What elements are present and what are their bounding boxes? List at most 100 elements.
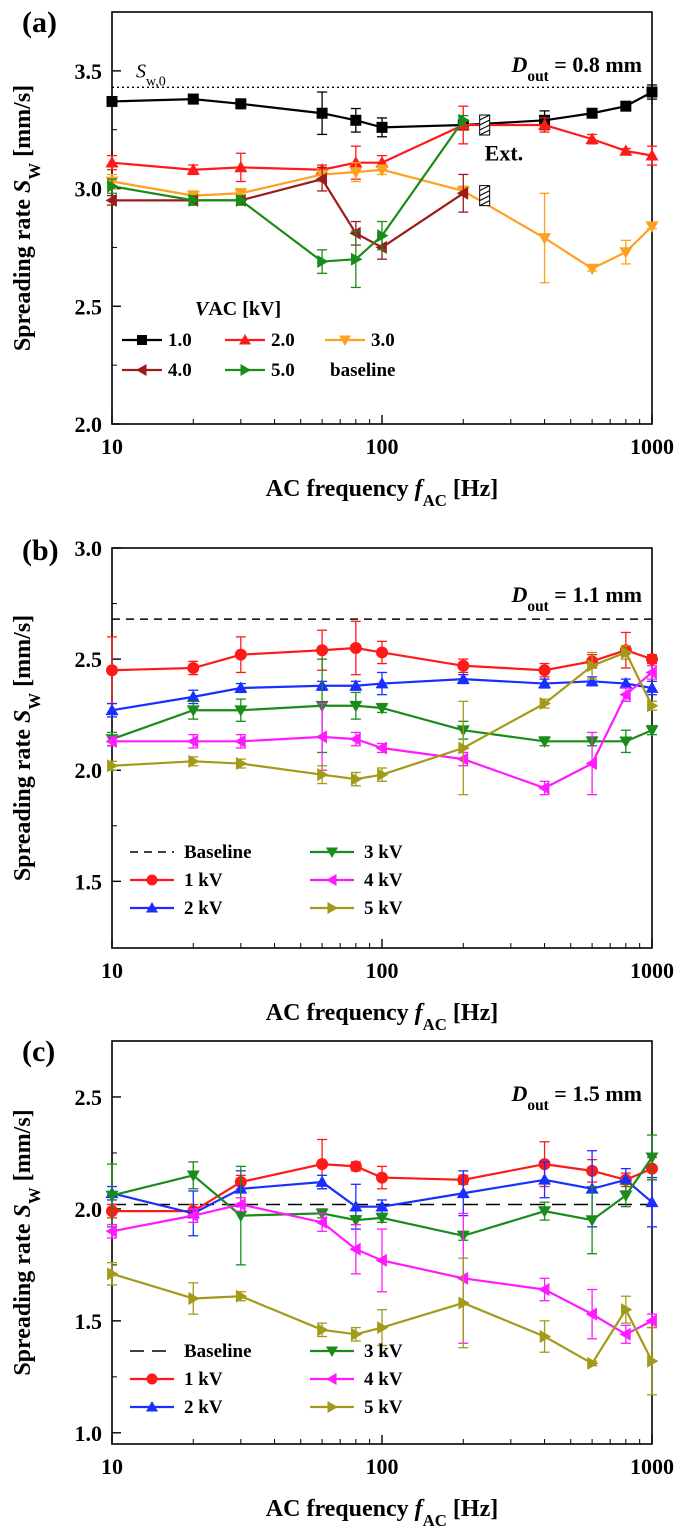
hatch-line [479,200,490,207]
hatch-line [479,195,490,202]
data-point [619,688,631,702]
data-point [620,1303,633,1317]
data-point [375,677,389,689]
y-tick-label: 2.0 [75,1197,103,1222]
legend-label: 2.0 [271,330,295,351]
reference-label: Sw,0 [136,60,166,89]
data-point [105,1190,119,1202]
data-point [186,705,200,717]
series-4-0 [105,166,469,260]
data-point [458,113,470,127]
data-point [106,664,118,677]
data-point [456,186,469,200]
data-point [315,1215,327,1229]
y-tick-label: 3.0 [75,536,103,561]
chart-panel-0: (a) 10 100 1000 2.0 2.5 3.0 3.5 AC frequency fAC… [10,6,674,510]
data-point [317,255,329,269]
data-point [350,772,363,786]
data-point [105,193,117,207]
data-point [349,732,361,746]
data-point [377,768,389,782]
series-4-kV [105,665,657,796]
data-point [619,1173,633,1185]
panel-label: (b) [22,534,59,567]
data-point [645,665,657,679]
data-point [349,226,361,240]
data-point [539,697,552,711]
data-point [234,1197,246,1211]
data-point [619,144,633,156]
data-point [234,160,248,173]
data-point [349,700,363,713]
panel-label: (c) [22,1035,55,1068]
data-point [645,1195,659,1208]
data-point [538,1173,552,1185]
legend-swatch-marker [239,334,251,345]
data-point [234,705,248,717]
data-point [375,1253,387,1267]
legend-note: baseline [330,360,395,381]
data-point [234,734,246,748]
y-tick-label: 1.0 [75,1421,103,1446]
legend-label: 1.0 [168,330,192,351]
x-tick-label: 100 [366,434,399,459]
legend-label: 3 kV [364,842,403,863]
data-point [186,734,199,748]
data-point [456,1271,469,1285]
chart-panel-2: (c) 10 100 1000 1.0 1.5 2.0 2.5 AC frequency fAC… [10,1035,674,1530]
data-point [645,221,659,233]
data-point [619,247,633,259]
data-point [349,1242,361,1256]
x-axis-label: AC frequency fAC [Hz] [266,1496,498,1530]
y-axis-label: Spreading rate SW [mm/s] [10,615,44,881]
hatch-line [479,124,490,131]
series-line [112,177,464,249]
data-point [375,240,387,254]
data-point [187,93,199,105]
data-point [619,736,633,748]
data-point [375,741,387,755]
data-point [377,229,389,243]
data-point [107,759,119,773]
legend-swatch-marker [339,335,351,346]
legend-swatch-marker [146,1373,158,1385]
data-point [585,1307,597,1321]
legend-swatch-marker [326,1346,338,1357]
data-point [105,156,119,168]
legend-swatch-marker [326,847,338,858]
data-point [235,98,247,110]
data-point [315,1175,329,1187]
legend-swatch-marker [327,1401,338,1413]
data-point [234,188,248,200]
data-point [538,677,552,689]
data-point [349,1200,363,1212]
data-point [317,768,329,782]
data-point [619,1327,631,1341]
data-point [646,653,658,666]
series-2-kV [105,671,659,718]
legend: VAC [kV]1.0 2.0 3.0 4.0 5.0 baseline [122,298,395,381]
data-point [234,1210,248,1223]
data-point [645,149,659,161]
data-point [349,1215,363,1227]
data-point [376,646,388,659]
series-1-0 [106,84,658,138]
data-point [235,193,248,207]
data-point [186,1170,200,1182]
data-point [647,699,659,713]
data-point [107,1267,119,1281]
legend-label: 2 kV [184,1397,223,1418]
series-5-kV [107,1257,659,1396]
data-point [585,757,597,771]
data-point [350,252,363,266]
legend-swatch-marker [240,364,251,376]
x-tick-label: 1000 [630,1454,674,1479]
data-point [349,1160,362,1173]
legend: Baseline 3 kV 1 kV 4 kV 2 kV 5 kV [130,842,403,919]
data-point [645,1314,657,1328]
legend-label: 4 kV [364,1369,403,1390]
data-point [538,1283,550,1297]
data-point [538,1206,552,1218]
data-point [456,752,469,766]
